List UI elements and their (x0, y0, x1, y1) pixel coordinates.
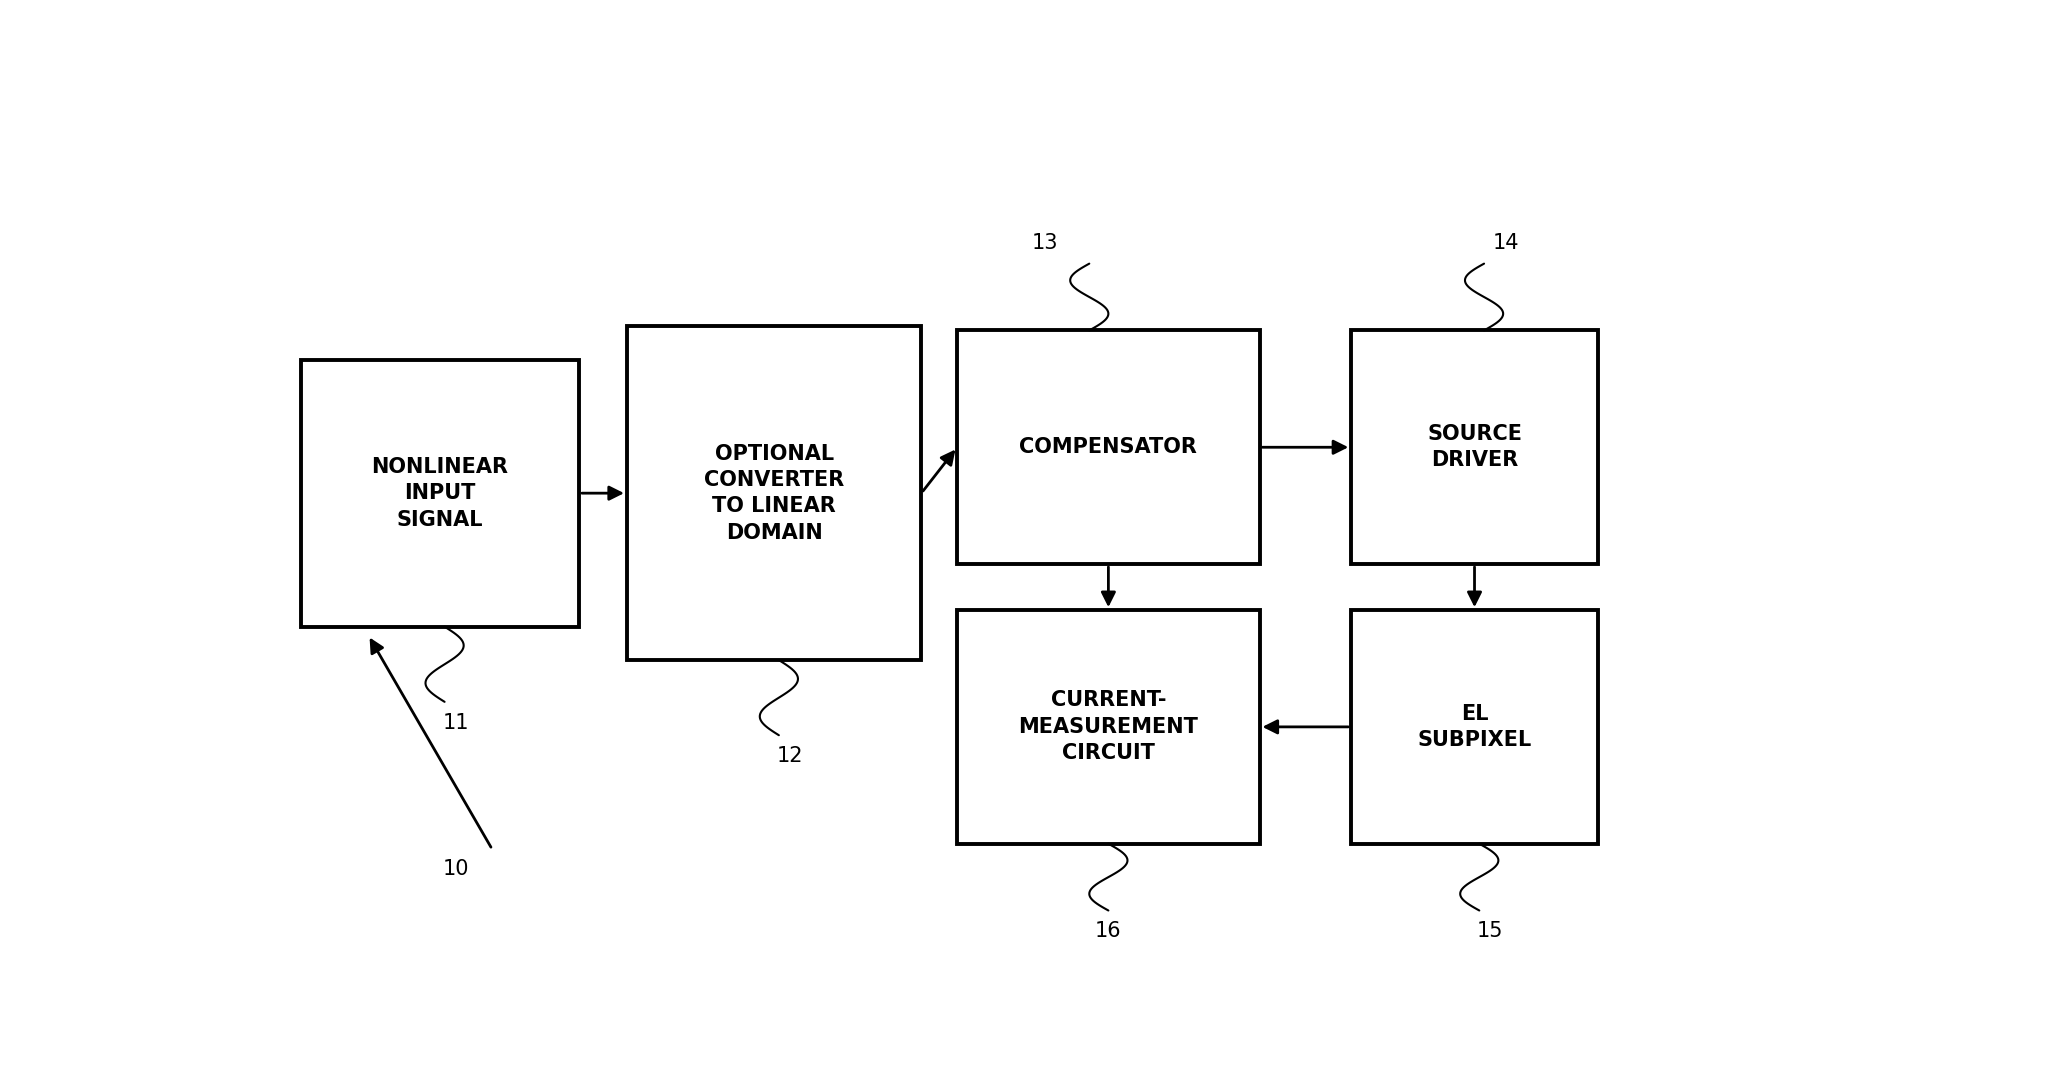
Text: EL
SUBPIXEL: EL SUBPIXEL (1417, 704, 1532, 750)
Text: 15: 15 (1477, 921, 1504, 941)
Text: COMPENSATOR: COMPENSATOR (1019, 437, 1197, 457)
Bar (1352, 610, 1598, 843)
Text: 13: 13 (1031, 233, 1058, 253)
Text: 11: 11 (442, 712, 468, 733)
Text: CURRENT-
MEASUREMENT
CIRCUIT: CURRENT- MEASUREMENT CIRCUIT (1019, 691, 1197, 763)
Text: SOURCE
DRIVER: SOURCE DRIVER (1428, 424, 1522, 470)
Bar (957, 331, 1259, 564)
Bar (957, 610, 1259, 843)
Bar (626, 326, 922, 660)
Text: 14: 14 (1493, 233, 1520, 253)
Text: OPTIONAL
CONVERTER
TO LINEAR
DOMAIN: OPTIONAL CONVERTER TO LINEAR DOMAIN (705, 443, 844, 543)
Text: 10: 10 (442, 859, 468, 879)
Text: 12: 12 (776, 746, 803, 766)
Bar (300, 360, 579, 627)
Text: NONLINEAR
INPUT
SIGNAL: NONLINEAR INPUT SIGNAL (372, 456, 507, 530)
Text: 16: 16 (1095, 921, 1121, 941)
Bar (1352, 331, 1598, 564)
